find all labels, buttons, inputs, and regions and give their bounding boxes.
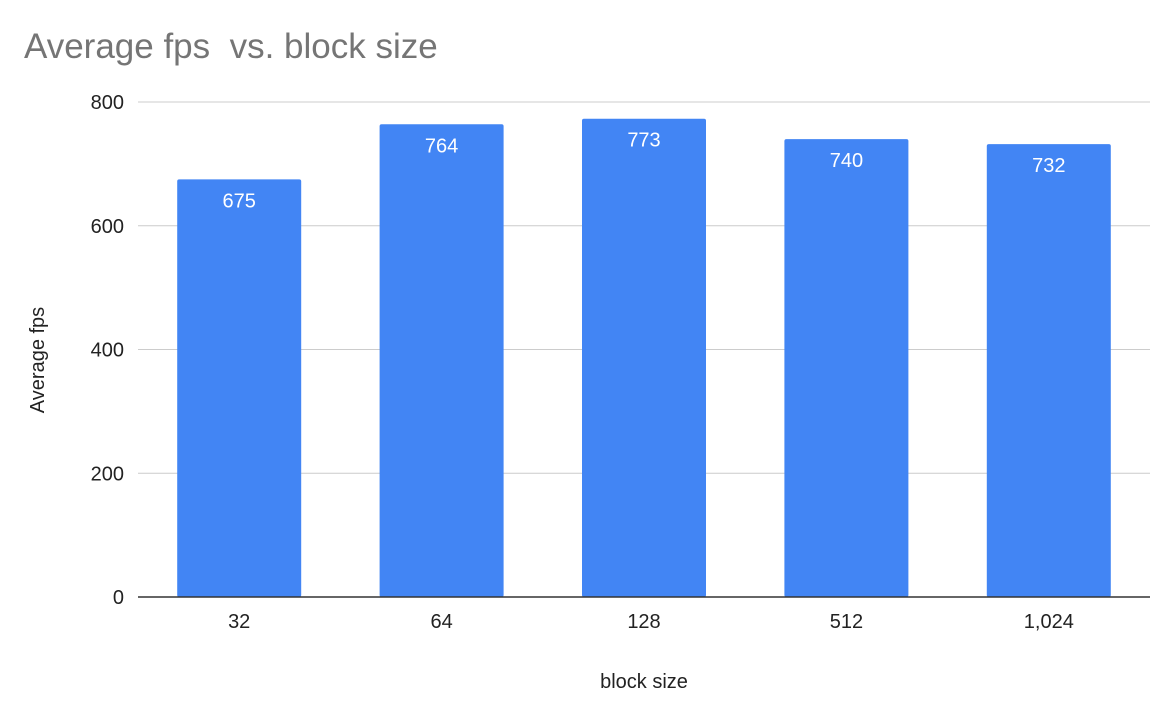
bar-value-label: 732: [1032, 155, 1065, 177]
bar: [582, 118, 706, 598]
x-tick-label: 512: [830, 611, 863, 633]
x-axis-title: block size: [600, 671, 688, 693]
y-tick-label: 600: [91, 216, 124, 238]
bar: [784, 139, 909, 597]
bar-value-label: 740: [830, 150, 863, 172]
y-tick-label: 400: [91, 340, 124, 362]
bar: [379, 124, 504, 598]
x-tick-label: 64: [430, 611, 452, 633]
x-tick-label: 128: [627, 611, 660, 633]
x-tick-label: 1,024: [1024, 611, 1074, 633]
x-tick-label: 32: [228, 611, 250, 633]
x-axis-tick-labels: 32 64 128 512 1,024: [228, 611, 1074, 633]
bar-value-label: 675: [223, 190, 256, 212]
y-axis-tick-labels: 0 200 400 600 800: [91, 92, 124, 609]
y-axis-title: Average fps: [27, 307, 49, 413]
chart-title: Average fps vs. block size: [24, 27, 438, 66]
y-tick-label: 0: [113, 587, 124, 609]
bar-value-label: 764: [425, 135, 458, 157]
bar-value-label: 773: [627, 130, 660, 152]
bar-data-labels: 675 764 773 740 732: [223, 130, 1066, 213]
bars: [177, 118, 1111, 598]
bar: [177, 179, 302, 597]
bar: [986, 144, 1111, 597]
y-tick-label: 200: [91, 463, 124, 485]
y-tick-label: 800: [91, 92, 124, 114]
